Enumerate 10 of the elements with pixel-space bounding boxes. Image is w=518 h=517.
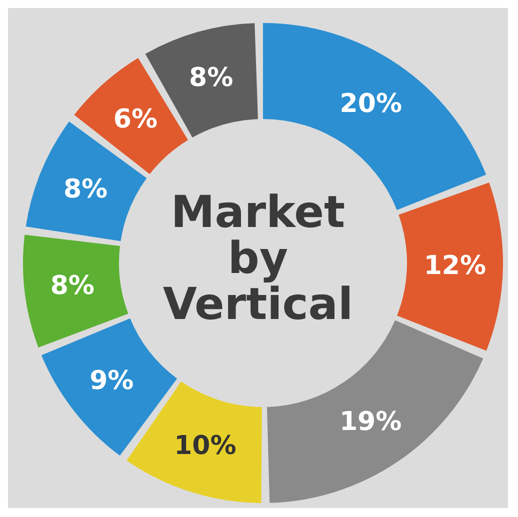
data-label: 12% (424, 251, 486, 282)
data-label: 10% (174, 431, 236, 462)
data-label: 19% (339, 407, 402, 438)
data-label: 8% (63, 174, 108, 205)
data-label: 9% (90, 366, 134, 396)
text: Market by Vertical (162, 186, 354, 330)
data-label: 6% (113, 104, 158, 134)
data-label: 20% (340, 89, 402, 120)
data-label: 8% (189, 63, 234, 94)
data-label: 8% (50, 271, 94, 302)
